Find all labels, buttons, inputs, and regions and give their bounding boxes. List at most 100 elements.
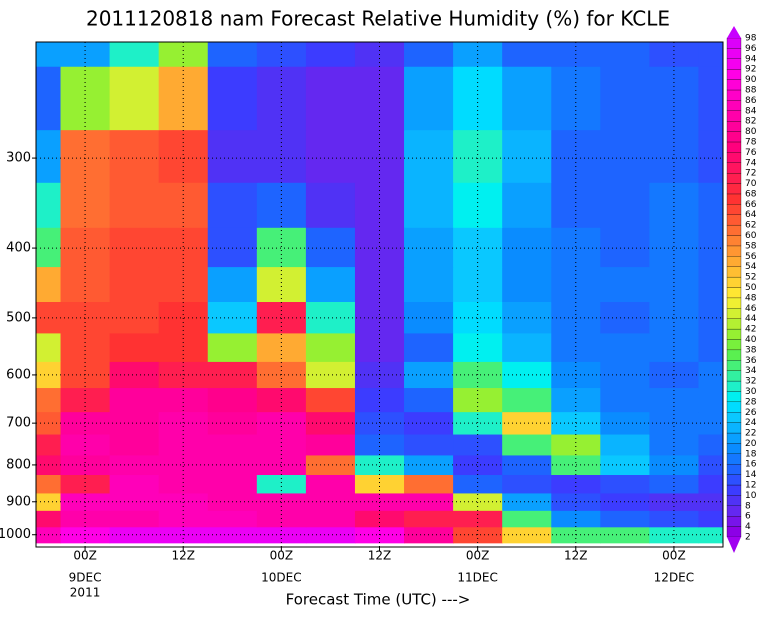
colorbar-band	[726, 308, 742, 319]
y-tick-label: 400	[6, 241, 31, 256]
field-cell	[305, 361, 356, 389]
colorbar-band	[726, 214, 742, 226]
field-cell	[502, 387, 552, 413]
field-cell	[502, 301, 552, 334]
colorbar-label: 30	[745, 387, 757, 397]
field-cell	[109, 474, 160, 494]
field-cell	[36, 266, 62, 303]
colorbar-band	[726, 297, 742, 309]
field-cell	[60, 332, 111, 362]
field-cell	[698, 129, 723, 183]
colorbar-band	[726, 121, 742, 132]
field-cell	[404, 227, 454, 268]
field-cell	[453, 454, 503, 476]
colorbar-label: 54	[745, 262, 757, 272]
field-cell	[551, 433, 601, 456]
plot-frame	[35, 41, 724, 548]
colorbar-band	[726, 505, 742, 517]
colorbar-band	[726, 89, 742, 101]
field-cell	[354, 332, 405, 362]
field-cell	[36, 227, 62, 268]
field-cell	[109, 492, 160, 511]
field-cell	[404, 474, 454, 494]
field-cell	[698, 411, 723, 435]
field-cell	[502, 266, 552, 303]
colorbar-band	[726, 141, 742, 153]
field-cell	[109, 454, 160, 476]
field-cell	[109, 66, 160, 131]
colorbar-label: 60	[745, 231, 757, 241]
colorbar-band	[726, 339, 742, 351]
field-cell	[109, 266, 160, 303]
colorbar-band	[726, 474, 742, 486]
field-cell	[109, 510, 160, 528]
field-cell	[551, 474, 601, 494]
field-cell	[305, 227, 356, 268]
colorbar-band	[726, 256, 742, 267]
x-axis-label: Forecast Time (UTC) --->	[286, 591, 471, 609]
field-cell	[256, 492, 307, 511]
field-cell	[698, 227, 723, 268]
colorbar-label: 48	[745, 293, 757, 303]
colorbar: 2468101214161820222426283032343638404244…	[726, 26, 757, 553]
colorbar-label: 98	[745, 34, 757, 44]
field-cell	[305, 433, 356, 456]
field-cell	[698, 66, 723, 131]
field-cell	[207, 42, 258, 67]
field-cell	[36, 66, 62, 131]
field-cell	[698, 474, 723, 494]
field-cell	[600, 266, 650, 303]
field-cell	[698, 526, 723, 544]
field-cell	[502, 227, 552, 268]
colorbar-band	[726, 422, 742, 434]
field-cell	[354, 182, 405, 228]
field-cell	[36, 510, 62, 528]
field-cell	[109, 182, 160, 228]
field-cell	[207, 66, 258, 131]
field-cell	[36, 387, 62, 413]
field-cell	[305, 474, 356, 494]
field-cell	[256, 474, 307, 494]
field-cell	[158, 492, 209, 511]
colorbar-label: 34	[745, 366, 757, 376]
field-cell	[256, 332, 307, 362]
field-cell	[698, 42, 723, 67]
field-cell	[354, 433, 405, 456]
field-cell	[453, 492, 503, 511]
colorbar-band	[726, 152, 742, 163]
field-cell	[305, 492, 356, 511]
field-cell	[305, 266, 356, 303]
field-cell	[502, 411, 552, 435]
field-cell	[354, 227, 405, 268]
colorbar-label: 4	[745, 522, 751, 532]
field-cell	[256, 433, 307, 456]
field-cell	[600, 361, 650, 389]
colorbar-label: 96	[745, 44, 757, 54]
field-cell	[551, 332, 601, 362]
colorbar-label: 22	[745, 429, 756, 439]
colorbar-label: 38	[745, 345, 757, 355]
field-cell	[649, 182, 700, 228]
field-cell	[109, 42, 160, 67]
field-cell	[36, 42, 62, 67]
colorbar-band	[726, 100, 742, 111]
field-cell	[649, 227, 700, 268]
field-cell	[305, 411, 356, 435]
field-cell	[207, 387, 258, 413]
field-cell	[305, 301, 356, 334]
field-cell	[600, 332, 650, 362]
field-cell	[354, 411, 405, 435]
field-cell	[600, 526, 650, 544]
field-cell	[649, 332, 700, 362]
y-tick-label: 900	[6, 494, 31, 509]
field-cell	[453, 411, 503, 435]
colorbar-label: 72	[745, 169, 756, 179]
field-cell	[502, 42, 552, 67]
field-cell	[502, 510, 552, 528]
colorbar-band	[726, 193, 742, 205]
colorbar-band	[726, 172, 742, 184]
field-cell	[305, 332, 356, 362]
colorbar-band	[726, 224, 742, 236]
field-cell	[600, 510, 650, 528]
field-cell	[109, 361, 160, 389]
